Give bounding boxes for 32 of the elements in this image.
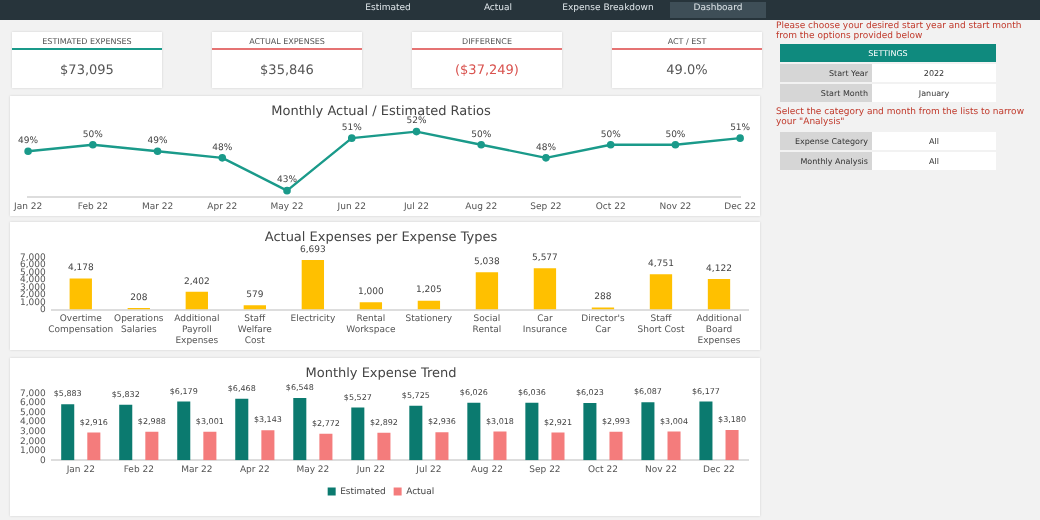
bar <box>609 431 623 461</box>
bar <box>351 407 365 461</box>
bar <box>649 274 673 310</box>
bar <box>377 432 391 461</box>
bar <box>533 268 557 310</box>
bar <box>725 429 739 461</box>
bar <box>583 402 597 461</box>
bar <box>467 402 481 461</box>
bar <box>435 432 449 461</box>
bar <box>87 432 101 461</box>
bar <box>69 278 92 310</box>
bar <box>203 431 217 461</box>
bar <box>261 430 275 461</box>
bar <box>235 398 249 461</box>
bar <box>707 278 731 310</box>
bar <box>525 402 539 461</box>
bar <box>319 433 333 461</box>
bar <box>409 405 423 461</box>
bar <box>641 402 655 461</box>
bar <box>475 272 499 310</box>
bar <box>185 291 208 310</box>
bar <box>359 302 383 310</box>
bar <box>551 432 565 461</box>
bar <box>119 404 133 461</box>
bar <box>301 259 325 310</box>
bar <box>493 431 507 461</box>
bar <box>699 401 713 461</box>
bar <box>293 397 307 461</box>
bar <box>177 401 191 461</box>
bar <box>667 431 681 461</box>
bar <box>145 431 159 461</box>
bar <box>61 404 75 461</box>
